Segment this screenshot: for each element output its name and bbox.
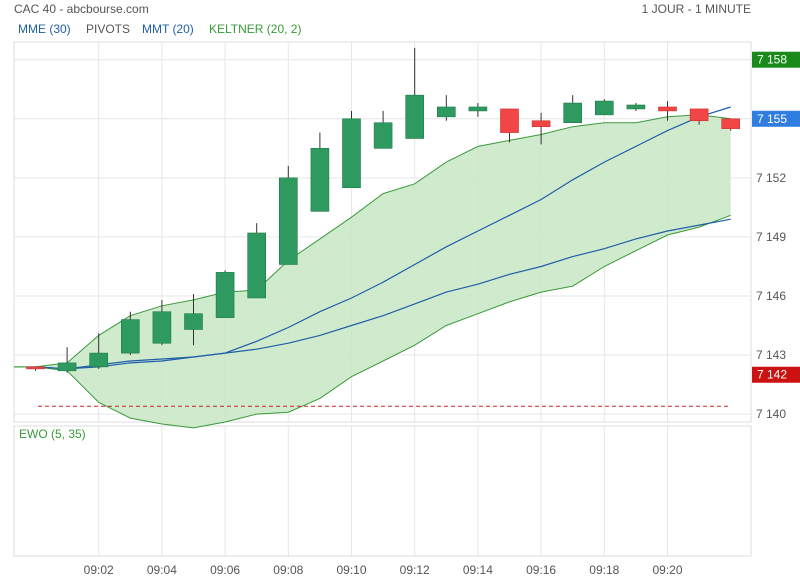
- price-badge-bg: [752, 110, 800, 127]
- price-badge-bg: [752, 366, 800, 383]
- candle: [658, 101, 677, 121]
- candle: [57, 347, 77, 373]
- candle-body: [563, 102, 583, 124]
- candle-body: [342, 118, 361, 188]
- candle-body: [152, 311, 172, 344]
- candle: [531, 112, 551, 145]
- price-panel-frame: [13, 41, 752, 423]
- candle-body: [57, 362, 77, 372]
- keltner-fill: [14, 114, 731, 428]
- oscillator-label: EWO (5, 35): [19, 427, 86, 441]
- candle-body: [184, 313, 203, 330]
- price-badge: 7 155: [752, 110, 800, 127]
- indicator-legend: MME (30) PIVOTS MMT (20) KELTNER (20, 2): [18, 22, 301, 36]
- candle: [626, 103, 646, 111]
- keltner-lower-line: [14, 214, 731, 429]
- x-tick-label: 09:02: [84, 563, 114, 577]
- candle: [373, 110, 393, 149]
- price-axis: 7 140 7 143 7 146 7 149 7 152 7 155 7 158: [756, 53, 786, 421]
- y-tick-label: 7 140: [756, 407, 786, 421]
- candle: [468, 103, 488, 117]
- candle-body: [310, 148, 330, 212]
- keltner-band: [14, 114, 731, 429]
- candle-body: [626, 104, 646, 110]
- candle: [215, 270, 235, 318]
- x-tick-label: 09:16: [526, 563, 556, 577]
- candle-body: [721, 118, 741, 129]
- moving-averages: [35, 106, 731, 370]
- x-tick-label: 09:04: [147, 563, 177, 577]
- candle: [184, 294, 203, 346]
- candle: [689, 108, 709, 125]
- candle-body: [658, 106, 677, 112]
- legend-item-keltner[interactable]: KELTNER (20, 2): [209, 22, 301, 36]
- candle-body: [278, 177, 298, 265]
- candle-body: [247, 232, 266, 299]
- x-tick-label: 09:20: [652, 563, 682, 577]
- mme-30-line: [35, 218, 731, 370]
- candlesticks: [26, 47, 741, 373]
- candle: [26, 366, 45, 371]
- candle: [121, 311, 140, 356]
- mmt-20-line: [35, 106, 731, 370]
- legend-item-pivots[interactable]: PIVOTS: [86, 22, 130, 36]
- chart-title: CAC 40 - abcbourse.com: [14, 2, 149, 16]
- candle: [342, 110, 361, 188]
- price-badge-label: 7 155: [757, 112, 787, 126]
- x-tick-label: 09:12: [400, 563, 430, 577]
- price-badge: 7 158: [752, 51, 800, 68]
- x-tick-label: 09:10: [336, 563, 366, 577]
- candle: [310, 132, 330, 212]
- candle-body: [436, 106, 456, 118]
- candle: [89, 333, 108, 369]
- y-tick-label: 7 146: [756, 289, 786, 303]
- candle-body: [468, 106, 488, 112]
- y-tick-label: 7 143: [756, 348, 786, 362]
- candle-body: [594, 100, 614, 116]
- chart-period: 1 JOUR - 1 MINUTE: [642, 2, 751, 16]
- keltner-upper-line: [14, 114, 731, 368]
- candle-body: [26, 366, 45, 370]
- candle-body: [531, 120, 551, 127]
- candle: [247, 223, 266, 299]
- price-badge-bg: [752, 51, 800, 68]
- candle: [405, 47, 425, 139]
- oscillator-panel-frame: [13, 425, 752, 557]
- candle-body: [689, 108, 709, 122]
- legend-item-mmt[interactable]: MMT (20): [142, 22, 194, 36]
- candle: [278, 166, 298, 265]
- price-badges: 7 158 7 155 7 142: [752, 51, 800, 383]
- candle: [563, 95, 583, 124]
- x-tick-label: 09:14: [463, 563, 493, 577]
- candle-body: [373, 122, 393, 149]
- oscillator-panel: EWO (5, 35): [19, 427, 86, 441]
- price-badge: 7 142: [752, 366, 800, 383]
- candle-body: [121, 319, 140, 354]
- candle: [721, 118, 741, 131]
- y-tick-label: 7 149: [756, 230, 786, 244]
- price-badge-label: 7 158: [757, 53, 787, 67]
- candle: [594, 99, 614, 116]
- price-badge-label: 7 142: [757, 368, 787, 382]
- time-axis: 09:02 09:04 09:06 09:08 09:10 09:12 09:14 09:16…: [84, 563, 683, 577]
- candle-body: [405, 94, 425, 139]
- candle-body: [500, 108, 519, 133]
- candle: [152, 299, 172, 346]
- x-tick-label: 09:18: [589, 563, 619, 577]
- x-tick-label: 09:08: [273, 563, 303, 577]
- candle: [436, 95, 456, 121]
- candle-body: [89, 352, 108, 368]
- x-tick-label: 09:06: [210, 563, 240, 577]
- legend-item-mme[interactable]: MME (30): [18, 22, 71, 36]
- y-tick-label: 7 152: [756, 171, 786, 185]
- candle-body: [215, 272, 235, 318]
- candle: [500, 108, 519, 143]
